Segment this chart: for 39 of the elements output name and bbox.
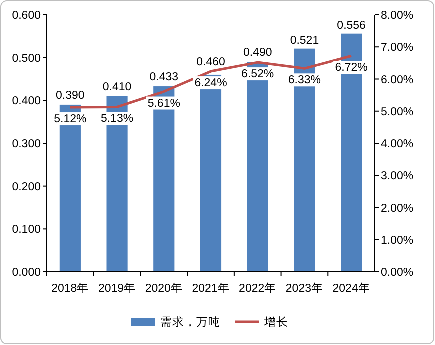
y2-tick-label: 7.00% — [381, 42, 414, 54]
data-label: 0.490 — [243, 47, 272, 60]
legend-label: 增长 — [264, 316, 288, 329]
x-tick-label: 2019年 — [98, 282, 136, 295]
legend-label: 需求，万吨 — [160, 316, 220, 329]
data-label: 6.24% — [194, 78, 228, 90]
data-label: 0.390 — [56, 90, 85, 102]
y-tick-label: 0.100 — [12, 224, 41, 236]
data-label: 5.13% — [100, 113, 134, 126]
y2-tick-label: 8.00% — [381, 10, 414, 22]
data-label: 0.521 — [290, 34, 320, 47]
y-tick-label: 0.300 — [12, 138, 41, 150]
y2-tick-label: 2.00% — [381, 202, 414, 215]
y2-tick-label: 4.00% — [381, 138, 414, 150]
x-tick-label: 2018年 — [52, 282, 90, 295]
y-tick-label: 0.200 — [12, 181, 41, 194]
y-tick-label: 0.400 — [12, 96, 41, 108]
x-tick-label: 2020年 — [145, 282, 183, 295]
data-label: 6.72% — [335, 62, 368, 74]
y2-tick-label: 3.00% — [381, 170, 414, 183]
data-label: 6.33% — [288, 74, 322, 87]
x-tick-label: 2021年 — [192, 282, 230, 295]
y-tick-label: 0.500 — [12, 52, 41, 65]
x-tick-label: 2022年 — [239, 282, 277, 295]
y2-tick-label: 5.00% — [381, 106, 414, 118]
data-label: 0.433 — [150, 72, 179, 84]
data-label: 0.410 — [102, 81, 132, 94]
x-tick-label: 2024年 — [332, 282, 370, 295]
y-tick-label: 0.600 — [12, 10, 41, 22]
x-tick-label: 2023年 — [286, 282, 324, 295]
data-label: 6.52% — [242, 68, 274, 81]
y2-tick-label: 0.00% — [381, 267, 414, 279]
data-label: 5.61% — [148, 98, 180, 110]
y-tick-label: 0.000 — [12, 267, 41, 279]
data-label: 0.460 — [196, 56, 226, 69]
y2-tick-label: 1.00% — [381, 234, 414, 247]
data-label: 5.12% — [54, 114, 87, 126]
y2-tick-label: 6.00% — [381, 74, 414, 86]
data-label: 0.556 — [337, 20, 366, 32]
